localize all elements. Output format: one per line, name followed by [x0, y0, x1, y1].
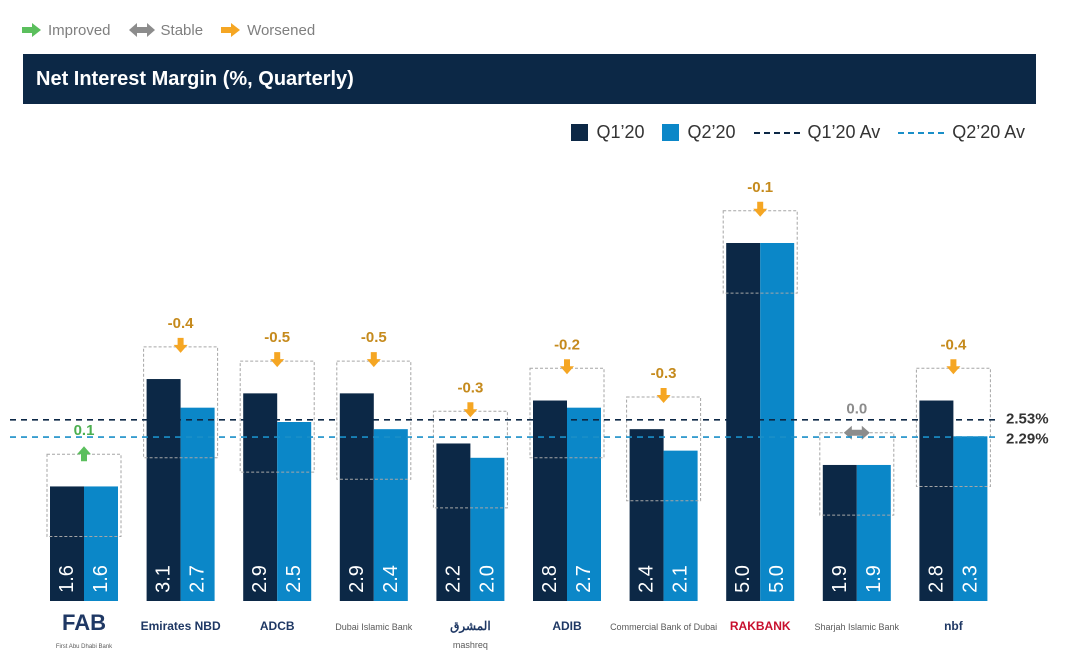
bar-value-label: 2.8: [925, 565, 947, 593]
down-arrow-icon: [173, 337, 188, 353]
down-arrow-icon: [656, 387, 671, 403]
bar-value-label: 1.9: [863, 565, 885, 593]
legend-worsened-label: Worsened: [247, 21, 316, 39]
bar-q1: [822, 464, 857, 601]
bar-value-label: 5.0: [766, 565, 788, 593]
bar-q2: [373, 429, 408, 601]
q1-average-label: 2.53%: [1006, 410, 1049, 427]
legend-stable: Stable: [128, 21, 204, 39]
bar-q2: [567, 407, 601, 601]
legend-q2-label: Q2’20: [687, 122, 736, 142]
bank-logo-name: nbf: [944, 619, 964, 633]
status-legend: Improved Stable Worsened: [22, 14, 315, 46]
down-arrow-icon: [270, 352, 285, 368]
legend-q1: Q1’20: [571, 122, 644, 143]
bar-q1: [243, 393, 278, 601]
bar-value-label: 2.3: [959, 565, 981, 593]
bar-q1: [50, 486, 84, 601]
legend-q2-avg: Q2’20 Av: [898, 122, 1025, 143]
bar-q2: [953, 436, 988, 601]
bar-q1: [726, 243, 761, 601]
bar-value-label: 1.9: [829, 565, 851, 593]
bar-q1: [146, 379, 181, 601]
bank-logo-subtitle: mashreq: [453, 640, 488, 650]
legend-q2-swatch: [662, 124, 680, 141]
bar-value-label: 2.2: [442, 565, 464, 593]
legend-improved-label: Improved: [48, 21, 111, 39]
legend-q2: Q2’20: [662, 122, 736, 143]
up-arrow-icon: [77, 446, 91, 462]
chart-title-bar: Net Interest Margin (%, Quarterly): [23, 54, 1036, 104]
bar-value-label: 1.6: [90, 565, 112, 593]
bar-q2: [470, 457, 505, 601]
delta-label: -0.1: [747, 179, 773, 196]
bar-value-label: 2.9: [346, 565, 368, 593]
delta-label: 0.0: [846, 401, 867, 418]
bar-q2: [84, 486, 118, 601]
legend-stable-label: Stable: [160, 21, 204, 39]
legend-q1-label: Q1’20: [596, 122, 645, 142]
bank-logo-name: ADCB: [260, 619, 295, 633]
bar-value-label: 3.1: [153, 565, 175, 593]
bank-logo-name: FAB: [62, 610, 106, 635]
arrow-right-icon: [22, 23, 41, 37]
bar-value-label: 2.4: [380, 565, 402, 593]
delta-label: -0.2: [554, 336, 580, 353]
bank-logo-subtitle: First Abu Dhabi Bank: [56, 644, 113, 650]
double-arrow-icon: [128, 23, 155, 37]
bar-value-label: 1.6: [56, 565, 78, 593]
down-arrow-icon: [463, 402, 478, 418]
chart-title: Net Interest Margin (%, Quarterly): [36, 68, 354, 90]
series-legend: Q1’20 Q2’20 Q1’20 Av Q2’20 Av: [571, 122, 1025, 143]
bar-q2: [180, 407, 215, 601]
legend-q1-avg: Q1’20 Av: [753, 122, 881, 143]
bar-q2: [856, 464, 891, 601]
bar-value-label: 5.0: [732, 565, 754, 593]
bar-q2: [760, 243, 795, 601]
bar-q1: [533, 400, 567, 601]
bar-value-label: 2.9: [249, 565, 271, 593]
legend-q2-avg-label: Q2’20 Av: [952, 122, 1025, 142]
bar-q1: [339, 393, 374, 601]
q2-average-label: 2.29%: [1006, 431, 1049, 448]
delta-label: -0.4: [168, 315, 195, 332]
down-arrow-icon: [946, 359, 961, 375]
delta-label: -0.5: [361, 329, 387, 346]
bar-value-label: 2.1: [670, 565, 692, 593]
arrow-right-icon: [221, 23, 241, 37]
bar-value-label: 2.4: [636, 565, 658, 593]
legend-worsened: Worsened: [221, 22, 315, 39]
bar-q1: [629, 429, 664, 601]
bank-logo-subtitle: Dubai Islamic Bank: [335, 622, 413, 632]
delta-label: -0.4: [940, 336, 967, 353]
bank-logo-name: Emirates NBD: [141, 619, 221, 633]
bar-q1: [919, 400, 954, 601]
delta-label: -0.3: [457, 379, 483, 396]
bar-value-label: 2.5: [283, 565, 305, 593]
down-arrow-icon: [753, 201, 768, 217]
legend-q2-avg-line: [898, 131, 945, 134]
delta-label: -0.5: [264, 329, 290, 346]
bar-q2: [277, 422, 312, 601]
bar-q2: [663, 450, 698, 601]
bar-value-label: 2.7: [573, 565, 595, 593]
bar-value-label: 2.0: [476, 565, 498, 593]
bank-logo-name: ADIB: [552, 619, 582, 633]
delta-label: -0.3: [651, 365, 677, 382]
down-arrow-icon: [560, 359, 574, 375]
legend-q1-avg-label: Q1’20 Av: [807, 122, 881, 142]
bar-value-label: 2.8: [539, 565, 561, 593]
legend-q1-avg-line: [753, 131, 800, 134]
legend-q1-swatch: [571, 124, 589, 141]
bank-logo-name: المشرق: [450, 619, 491, 634]
bank-logo-subtitle: Commercial Bank of Dubai: [610, 622, 717, 632]
bank-logo-name: RAKBANK: [730, 619, 791, 633]
down-arrow-icon: [366, 352, 381, 368]
bank-logo-subtitle: Sharjah Islamic Bank: [815, 622, 900, 632]
legend-improved: Improved: [22, 22, 111, 39]
bar-value-label: 2.7: [187, 565, 209, 593]
delta-label: 0.1: [74, 422, 95, 439]
bar-q1: [436, 443, 471, 601]
